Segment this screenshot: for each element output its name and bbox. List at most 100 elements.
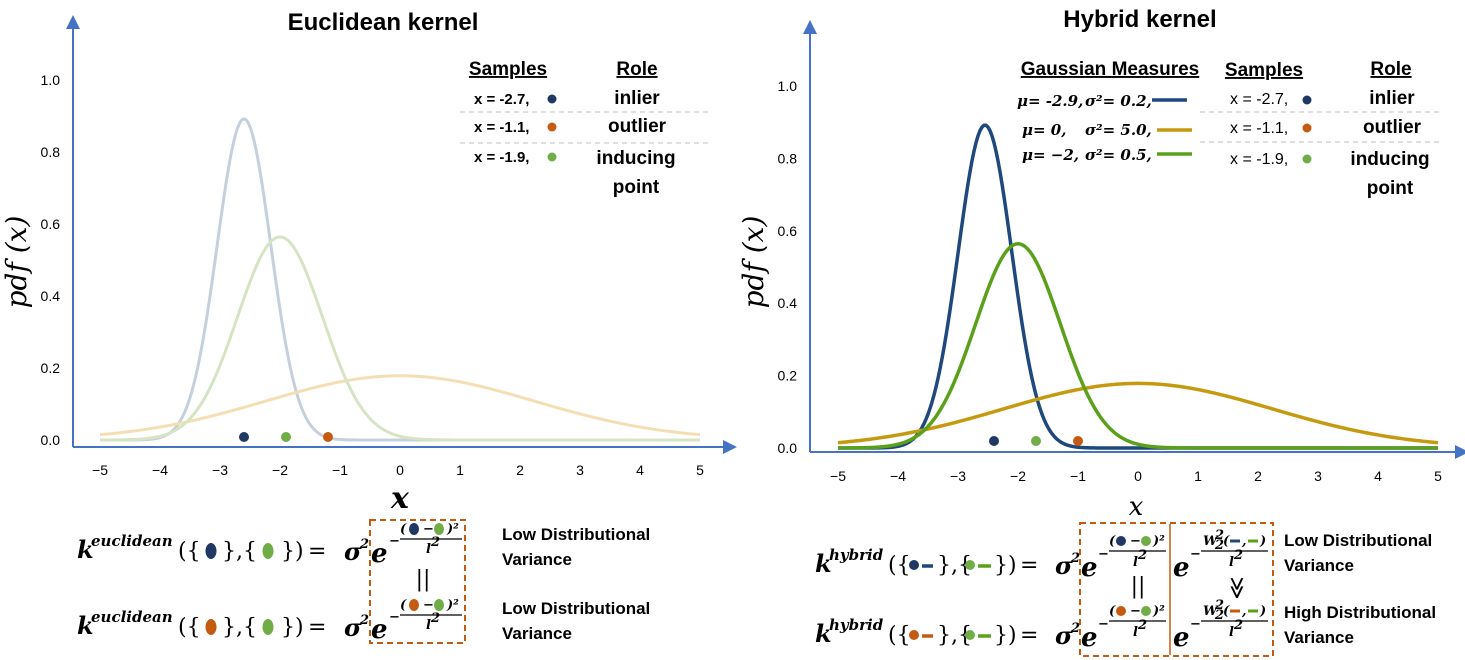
right-x-label: x — [1129, 492, 1144, 522]
right-x-tick-label: 3 — [1314, 468, 1322, 484]
right-x-tick-label: −2 — [1010, 468, 1026, 484]
left-f2-mid: },{ — [222, 615, 257, 640]
left-f2-den: l — [426, 618, 431, 633]
right-measure-2-var: σ²= 5.0, — [1085, 121, 1152, 139]
left-note-2-line2: Variance — [502, 624, 572, 643]
right-x-ticks: −5 −4 −3 −2 −1 0 1 2 3 4 5 — [830, 468, 1442, 484]
right-note-2-line2: Variance — [1284, 628, 1354, 647]
left-f1-num-dot-b — [434, 523, 444, 535]
left-sample-3: x = -1.9, — [474, 149, 529, 166]
right-f1-w-open: ( — [1223, 534, 1230, 549]
right-f2-w: W — [1203, 604, 1219, 619]
left-x-tick-label: −5 — [92, 462, 108, 478]
left-x-tick-label: 4 — [636, 462, 644, 478]
left-points — [239, 432, 333, 442]
right-panel: Hybrid kernel 0.00.20.40.60.81.0 −5 −4 −3−… — [737, 6, 1465, 657]
right-f2-outlier-dot — [909, 630, 919, 640]
left-curves — [99, 117, 701, 442]
right-f2-e: e — [1081, 623, 1098, 653]
left-f1-e: e — [371, 539, 388, 569]
right-x-tick-label: −4 — [890, 468, 906, 484]
right-f2-sigma-sq: 2 — [1070, 621, 1080, 636]
left-relation: || — [416, 567, 431, 592]
right-note-2-line1: High Distributional — [1284, 603, 1436, 622]
right-y-tick-label: 0.2 — [778, 368, 798, 384]
right-x-tick-label: −1 — [1070, 468, 1086, 484]
left-sample-1-dot — [547, 94, 557, 104]
right-sample-1-dot — [1302, 95, 1312, 105]
left-f1-close: }) — [281, 539, 304, 564]
right-x-tick-label: 0 — [1134, 468, 1142, 484]
left-formula-2: k euclidean ({ },{ }) = σ 2 e − ( − )² l… — [77, 598, 650, 645]
right-f2-e2: e — [1173, 623, 1190, 653]
right-f1-w-den: l — [1229, 555, 1234, 570]
left-f2-num-close: )² — [446, 598, 459, 613]
left-x-tick-label: 1 — [456, 462, 464, 478]
left-role-header: Role — [616, 59, 657, 80]
left-f1-inlier-dot — [205, 543, 217, 559]
right-f1-e2: e — [1173, 553, 1190, 583]
left-f1-num-open: ( — [400, 522, 407, 537]
right-sample-3: x = -1.9, — [1230, 151, 1288, 168]
right-f1-inlier-dot — [909, 560, 919, 570]
left-f2-num-dot-a — [409, 599, 419, 611]
left-x-tick-label: 3 — [576, 462, 584, 478]
right-f2-w-sup: 2 — [1214, 598, 1224, 613]
right-x-tick-label: 2 — [1254, 468, 1262, 484]
right-sample-2: x = -1.1, — [1230, 120, 1288, 137]
right-f1-inducing-dot — [965, 560, 975, 570]
left-role-1: inlier — [614, 88, 660, 109]
right-f2-w-den: l — [1229, 625, 1234, 640]
right-f2-w-comma: , — [1241, 604, 1247, 619]
left-f2-open: ({ — [178, 615, 201, 640]
right-f2-w-sub: 2 — [1214, 608, 1224, 623]
right-title: Hybrid kernel — [1063, 6, 1216, 33]
right-points — [989, 436, 1083, 446]
right-f1-num-close: )² — [1152, 534, 1165, 549]
right-f2-close: }) — [994, 623, 1017, 648]
left-f2-close: }) — [281, 615, 304, 640]
right-highlight-box — [1079, 522, 1274, 657]
left-f1-sup: euclidean — [91, 532, 173, 550]
right-f1-minus: − — [1098, 547, 1109, 562]
right-measure-3-mu: μ= −2, — [1022, 146, 1079, 164]
left-f2-num-open: ( — [400, 598, 407, 613]
right-y-tick-label: 0.0 — [778, 440, 798, 456]
right-f1-w: W — [1203, 534, 1219, 549]
left-y-label: pdf (x) — [0, 216, 33, 309]
right-f2-w-open: ( — [1223, 604, 1230, 619]
left-f2-eq: = — [308, 615, 326, 640]
left-highlight-box — [369, 519, 466, 644]
right-y-ticks: 0.0 0.2 0.4 0.6 0.8 1.0 — [778, 78, 798, 456]
left-x-tick-label: −1 — [332, 462, 348, 478]
right-x-tick-label: 1 — [1194, 468, 1202, 484]
right-sample-point-2 — [1031, 436, 1041, 446]
right-f1-num-dot-a — [1116, 536, 1126, 546]
right-f2-num-open: ( — [1109, 604, 1116, 619]
left-f1-open: ({ — [178, 539, 201, 564]
left-sample-2: x = -1.1, — [474, 119, 529, 136]
left-sample-point-3 — [323, 432, 333, 442]
right-y-tick-label: 0.6 — [778, 223, 798, 239]
left-sample-2-dot — [547, 122, 557, 132]
left-x-tick-label: 2 — [516, 462, 524, 478]
right-role-2: outlier — [1363, 117, 1422, 138]
left-curve-2 — [99, 374, 701, 437]
right-f2-sup: hybrid — [829, 616, 884, 634]
right-curve-3 — [838, 242, 1438, 450]
right-f2-den: l — [1133, 625, 1138, 640]
right-x-tick-label: 5 — [1434, 468, 1442, 484]
left-sample-1: x = -2.7, — [474, 91, 529, 108]
left-f1-inducing-dot — [262, 543, 274, 559]
left-f2-sigma: σ — [344, 613, 362, 642]
right-curve-2 — [837, 381, 1439, 445]
left-formula-1: k euclidean ({ },{ }) = σ 2 e − ( − )² l… — [77, 522, 650, 569]
right-f1-den-sq: 2 — [1137, 548, 1147, 563]
right-f1-num-minus: − — [1130, 534, 1141, 549]
right-f2-eq: = — [1020, 623, 1038, 648]
left-note-1-line1: Low Distributional — [502, 525, 650, 544]
left-x-tick-label: 0 — [396, 462, 404, 478]
right-f1-sigma-sq: 2 — [1070, 551, 1080, 566]
right-legend: Gaussian Measures Samples Role μ= -2.9, … — [1017, 59, 1440, 199]
right-curves — [837, 123, 1439, 450]
